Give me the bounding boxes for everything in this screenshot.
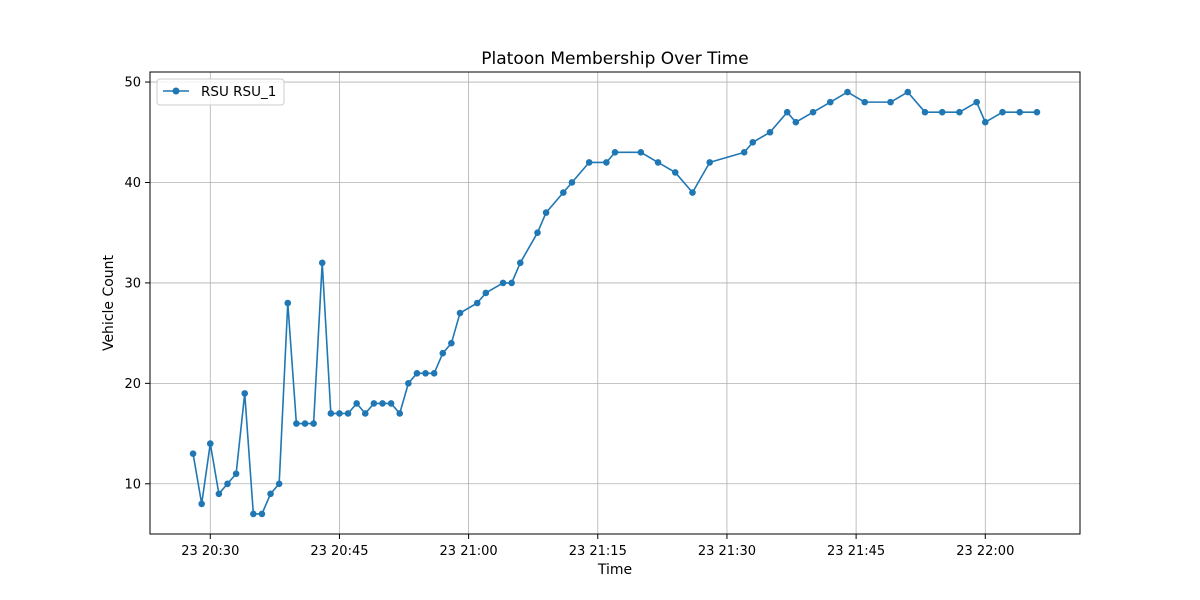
data-point	[826, 98, 834, 106]
data-point	[387, 400, 395, 407]
data-point	[560, 189, 567, 196]
data-point	[887, 98, 894, 106]
data-point	[353, 400, 360, 407]
data-point	[516, 259, 524, 267]
data-point	[361, 410, 369, 417]
data-point	[206, 440, 214, 447]
data-point	[740, 149, 748, 156]
x-tick-label: 23 21:30	[698, 544, 756, 559]
data-point	[654, 159, 662, 166]
data-point	[293, 420, 300, 427]
x-tick-label: 23 20:30	[181, 544, 239, 559]
x-tick-label: 23 21:45	[827, 544, 885, 559]
data-point	[224, 480, 231, 488]
data-point	[792, 118, 800, 126]
data-point	[413, 370, 421, 377]
data-point	[336, 410, 343, 417]
data-point	[301, 420, 309, 427]
data-point	[482, 289, 490, 297]
data-point	[370, 400, 378, 407]
x-tick-label: 23 21:00	[440, 544, 498, 559]
data-point	[1033, 108, 1041, 116]
y-tick-label: 30	[124, 276, 141, 291]
series-layer	[189, 88, 1041, 518]
plot-area-frame	[149, 71, 1081, 535]
y-tick-label: 20	[124, 377, 141, 392]
data-point	[1016, 108, 1024, 116]
data-point	[534, 229, 541, 236]
data-point	[637, 149, 645, 156]
data-point	[405, 380, 412, 387]
data-point	[671, 169, 679, 176]
data-point	[267, 490, 274, 498]
data-point	[585, 159, 593, 166]
data-point	[706, 159, 714, 166]
series-line	[192, 91, 1037, 515]
data-point	[448, 339, 455, 347]
data-point	[310, 420, 317, 427]
legend-point-marker	[172, 87, 180, 95]
y-tick-label: 10	[124, 477, 141, 492]
data-point	[275, 480, 283, 488]
data-point	[422, 370, 429, 377]
data-point	[921, 108, 929, 116]
data-point	[809, 108, 817, 116]
data-point	[318, 259, 326, 267]
data-point	[284, 299, 292, 307]
legend-box	[156, 78, 285, 106]
data-point	[999, 108, 1006, 116]
data-point	[189, 450, 197, 457]
x-tick-label: 23 21:15	[569, 544, 627, 559]
data-point	[379, 400, 386, 407]
data-point	[473, 299, 481, 307]
data-point	[344, 410, 352, 417]
data-point	[568, 179, 576, 186]
data-point	[611, 149, 619, 156]
data-point	[689, 189, 696, 196]
data-point	[783, 108, 791, 116]
y-tick-label: 50	[124, 76, 141, 91]
data-point	[232, 470, 240, 478]
data-point	[258, 510, 266, 518]
y-axis-label: Vehicle Count	[101, 254, 117, 351]
x-tick-label: 23 20:45	[310, 544, 368, 559]
x-axis-label: Time	[597, 562, 632, 578]
data-point	[861, 98, 869, 106]
data-point	[844, 88, 851, 96]
data-point	[603, 159, 610, 166]
legend: RSU RSU_1	[156, 78, 285, 106]
data-point	[327, 410, 335, 417]
data-point	[766, 128, 774, 136]
data-point	[250, 510, 257, 518]
data-point	[938, 108, 946, 116]
data-point	[956, 108, 963, 116]
data-point	[749, 139, 757, 146]
x-tick-label: 23 22:00	[956, 544, 1014, 559]
data-point	[973, 98, 980, 106]
data-point	[241, 390, 249, 397]
data-point	[396, 410, 404, 417]
data-point	[904, 88, 912, 96]
chart-title: Platoon Membership Over Time	[481, 49, 748, 69]
data-point	[542, 209, 550, 216]
y-tick-label: 40	[124, 176, 141, 191]
data-point	[430, 370, 438, 377]
axis-ticks: 23 20:30 23 20:45 23 21:00 23 21:15 23 21:30…	[124, 76, 1014, 559]
data-point	[499, 279, 507, 287]
data-point	[508, 279, 515, 287]
data-point	[456, 309, 464, 317]
data-point	[439, 349, 447, 357]
data-point	[215, 490, 223, 498]
data-point	[198, 500, 205, 508]
grid-lines	[150, 72, 1080, 534]
data-point	[981, 118, 989, 126]
legend-label: RSU RSU_1	[201, 84, 276, 100]
